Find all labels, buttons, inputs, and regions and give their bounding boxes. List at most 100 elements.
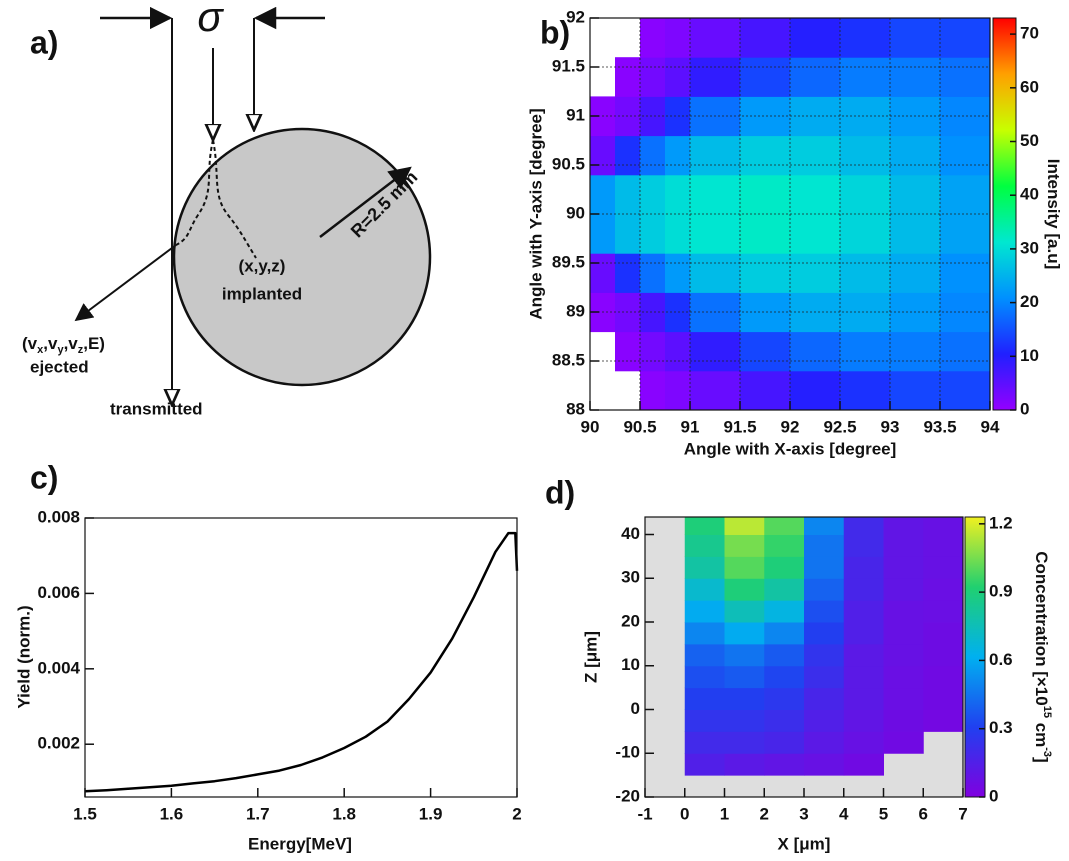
heat-cell: [883, 556, 924, 579]
heat-cell: [615, 214, 641, 254]
heat-cell: [615, 57, 641, 97]
ejected-label: ejected: [30, 357, 89, 376]
heat-cell: [883, 534, 924, 557]
heat-cell: [684, 643, 725, 667]
implanted-label: implanted: [222, 284, 302, 303]
y-tick-label: 0: [631, 699, 640, 718]
heat-cell: [764, 753, 805, 776]
heat-cell: [724, 709, 765, 732]
heat-cell: [740, 174, 791, 215]
heat-cell: [684, 517, 725, 535]
heat-cell: [724, 643, 765, 667]
heat-cell: [890, 253, 941, 293]
subscript: y: [57, 344, 64, 356]
heat-cell: [684, 731, 725, 754]
heat-cell: [665, 253, 691, 293]
heat-cell: [790, 331, 841, 372]
heat-cell: [665, 214, 691, 254]
heat-cell: [804, 665, 845, 689]
heat-cell: [790, 214, 841, 254]
heat-cell: [690, 370, 741, 411]
ejected-arrow: [74, 244, 177, 322]
x-axis-label: Energy[MeV]: [248, 834, 352, 853]
heat-cell: [923, 622, 964, 645]
heat-cell: [764, 622, 805, 645]
heat-cell: [665, 135, 691, 176]
heat-cell: [684, 709, 725, 732]
heat-cell: [890, 370, 941, 411]
heat-cell: [684, 687, 725, 710]
y-tick-label: 88: [566, 399, 585, 418]
y-tick-label: 88.5: [552, 350, 585, 369]
y-tick-label: -20: [615, 786, 640, 805]
sigma: σ: [197, 0, 224, 40]
x-tick-label: -1: [637, 804, 652, 823]
heat-cell: [690, 214, 741, 254]
heat-cell: [840, 57, 891, 97]
colorbar-tick-label: 30: [1020, 238, 1039, 257]
text-part: ]: [1032, 757, 1051, 763]
heat-cell: [764, 731, 805, 754]
implanted-label: (x,y,z): [239, 256, 286, 275]
text-part: (v: [22, 334, 38, 353]
heat-cell: [740, 253, 791, 293]
subscript: z: [78, 344, 84, 356]
heat-cell: [804, 517, 845, 535]
plot-frame: [589, 17, 991, 411]
heat-cell: [883, 665, 924, 689]
x-tick-label: 93: [881, 417, 900, 436]
y-tick-label: 10: [621, 655, 640, 674]
heat-cell: [804, 556, 845, 579]
heat-cell: [940, 370, 991, 411]
heat-cell: [804, 687, 845, 710]
heat-cell: [724, 687, 765, 710]
velocity-label: (vx,vy,vz,E): [22, 334, 105, 355]
heat-cell: [804, 534, 845, 557]
heat-cell: [724, 534, 765, 557]
heat-cell: [804, 600, 845, 623]
colorbar-tick-label: 0.9: [989, 582, 1013, 601]
y-tick-label: 30: [621, 568, 640, 587]
superscript: 15: [1041, 706, 1053, 718]
heat-cell: [684, 556, 725, 579]
heat-cell: [764, 687, 805, 710]
heat-cell: [890, 331, 941, 372]
heat-cell: [684, 753, 725, 776]
transmitted-label: transmitted: [110, 399, 203, 418]
diagram: a) σ R=2.5 mm (x,y,z) implanted (vx,vy,v…: [22, 0, 432, 418]
colorbar-tick-label: 20: [1020, 292, 1039, 311]
heat-cell: [740, 370, 791, 411]
heat-cell: [615, 331, 641, 372]
heat-cell: [590, 135, 616, 176]
heat-cell: [883, 600, 924, 623]
heat-cell: [615, 253, 641, 293]
heat-cell: [724, 600, 765, 623]
heat-cell: [804, 578, 845, 601]
heat-cell: [940, 57, 991, 97]
heat-cell: [790, 370, 841, 411]
x-tick-label: 2: [760, 804, 769, 823]
heat-cell: [740, 135, 791, 176]
plot-frame: [644, 516, 964, 798]
colorbar-tick-label: 0: [989, 786, 998, 805]
panel: b) 0 10 20 30 40 50 60 70 Intensity [a.u] 90 90.5 91…: [526, 7, 1062, 458]
heat-cell: [840, 135, 891, 176]
panel-label: c): [30, 459, 58, 495]
x-axis-label: Angle with X-axis [degree]: [684, 439, 897, 458]
x-tick-label: 2: [512, 804, 521, 823]
colorbar-tick-label: 50: [1020, 131, 1039, 150]
heat-cell: [764, 600, 805, 623]
heat-cell: [790, 57, 841, 97]
heat-cell: [923, 665, 964, 689]
ejected-track: [175, 139, 214, 246]
x-tick-label: 1.8: [332, 804, 356, 823]
heat-cell: [840, 331, 891, 372]
x-tick-label: 5: [879, 804, 888, 823]
heat-cell: [843, 534, 884, 557]
colorbar-tick-label: 70: [1020, 24, 1039, 43]
heat-cell: [883, 517, 924, 535]
y-tick-label: 89.5: [552, 252, 585, 271]
heat-cell: [690, 18, 741, 58]
heat-cell: [724, 622, 765, 645]
